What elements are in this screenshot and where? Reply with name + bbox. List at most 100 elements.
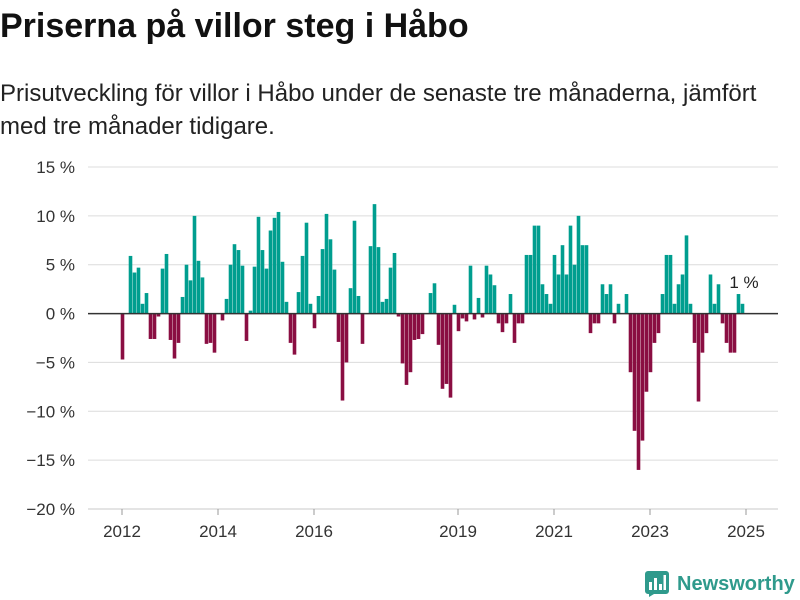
bar (320, 249, 325, 314)
gridlines (88, 166, 778, 510)
bar (544, 294, 549, 314)
bar (712, 303, 717, 314)
bar (604, 294, 609, 314)
bar (692, 313, 697, 343)
value-annotation: 1 % (729, 273, 758, 292)
bar (496, 313, 501, 324)
bar (648, 313, 653, 373)
y-tick-label: 10 % (36, 207, 75, 226)
bar (324, 213, 329, 314)
bar (120, 313, 125, 360)
bar (704, 313, 709, 334)
bar (548, 303, 553, 314)
bars (120, 204, 745, 470)
y-tick-label: −15 % (26, 451, 75, 470)
bar (144, 293, 149, 314)
x-tick-label: 2012 (103, 522, 141, 541)
newsworthy-logo: Newsworthy (645, 571, 795, 597)
bar (152, 313, 157, 339)
bar (480, 313, 485, 318)
bar (696, 313, 701, 402)
x-tick-label: 2025 (727, 522, 765, 541)
bar (600, 284, 605, 314)
bar (392, 252, 397, 314)
bar (524, 254, 529, 314)
bar (660, 294, 665, 314)
bar (292, 313, 297, 355)
bar (200, 277, 205, 314)
bar (376, 247, 381, 314)
bar (628, 313, 633, 373)
bar (740, 303, 745, 314)
bar (724, 313, 729, 343)
bar (248, 310, 253, 314)
bar (240, 265, 245, 314)
bar (456, 313, 461, 332)
bar (208, 313, 213, 343)
bar (564, 274, 569, 314)
bar (360, 313, 365, 344)
bar (344, 313, 349, 363)
bar (236, 250, 241, 314)
bar (640, 313, 645, 441)
bar (172, 313, 177, 359)
bar (580, 245, 585, 314)
bar (632, 313, 637, 431)
bar (636, 313, 641, 470)
bar (472, 313, 477, 320)
bar (576, 215, 581, 314)
bar (316, 295, 321, 314)
bar (556, 274, 561, 314)
y-axis: 15 % 10 % 5 % 0 % −5 % −10 % −15 % −20 % (26, 158, 75, 519)
bar (440, 313, 445, 389)
bar (368, 246, 373, 314)
bar (400, 313, 405, 364)
bar (420, 313, 425, 335)
bar (488, 274, 493, 314)
y-tick-label: 5 % (46, 256, 75, 275)
bar (404, 313, 409, 385)
x-tick-label: 2019 (439, 522, 477, 541)
bar (136, 267, 141, 314)
y-tick-label: −20 % (26, 500, 75, 519)
bar (500, 313, 505, 333)
bar (444, 313, 449, 384)
bar (336, 313, 341, 342)
x-tick-label: 2023 (631, 522, 669, 541)
y-tick-label: −10 % (26, 402, 75, 421)
annotations: 1 % (729, 273, 758, 292)
bar (588, 313, 593, 334)
bar (300, 255, 305, 314)
newsworthy-logo-icon (645, 571, 669, 597)
bar (220, 313, 225, 321)
bar (540, 284, 545, 314)
x-tick-label: 2014 (199, 522, 237, 541)
bar (700, 313, 705, 353)
bar (272, 217, 277, 314)
bar (148, 313, 153, 339)
bar (264, 268, 269, 314)
bar (572, 264, 577, 314)
bar (164, 253, 169, 314)
bar (436, 313, 441, 345)
brand-name: Newsworthy (677, 573, 795, 595)
y-tick-label: 15 % (36, 158, 75, 177)
bar (616, 303, 621, 314)
bar (160, 268, 165, 314)
bar (568, 225, 573, 314)
bar (156, 313, 161, 317)
bar (504, 313, 509, 324)
bar (492, 285, 497, 314)
bar (284, 301, 289, 314)
bar (276, 211, 281, 314)
bar (520, 313, 525, 324)
bar (176, 313, 181, 343)
bar (664, 254, 669, 314)
bar (356, 295, 361, 314)
bar (448, 313, 453, 398)
bar (432, 283, 437, 314)
bar (312, 313, 317, 329)
bar (528, 254, 533, 314)
bar (592, 313, 597, 324)
